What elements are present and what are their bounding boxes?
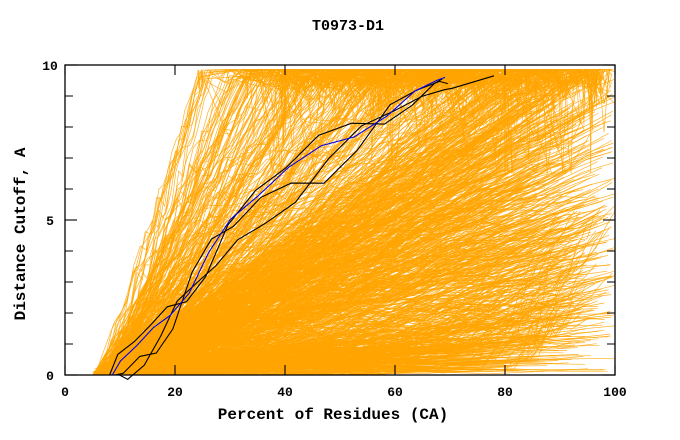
svg-text:20: 20 bbox=[167, 385, 183, 400]
svg-text:10: 10 bbox=[42, 59, 58, 74]
svg-text:100: 100 bbox=[603, 385, 627, 400]
svg-text:0: 0 bbox=[46, 369, 54, 384]
svg-text:60: 60 bbox=[387, 385, 403, 400]
svg-text:Percent of Residues (CA): Percent of Residues (CA) bbox=[218, 406, 448, 424]
svg-text:40: 40 bbox=[277, 385, 293, 400]
svg-text:0: 0 bbox=[61, 385, 69, 400]
svg-text:5: 5 bbox=[46, 214, 54, 229]
svg-text:Distance Cutoff, A: Distance Cutoff, A bbox=[12, 147, 30, 320]
svg-text:80: 80 bbox=[497, 385, 513, 400]
svg-text:T0973-D1: T0973-D1 bbox=[312, 18, 384, 35]
